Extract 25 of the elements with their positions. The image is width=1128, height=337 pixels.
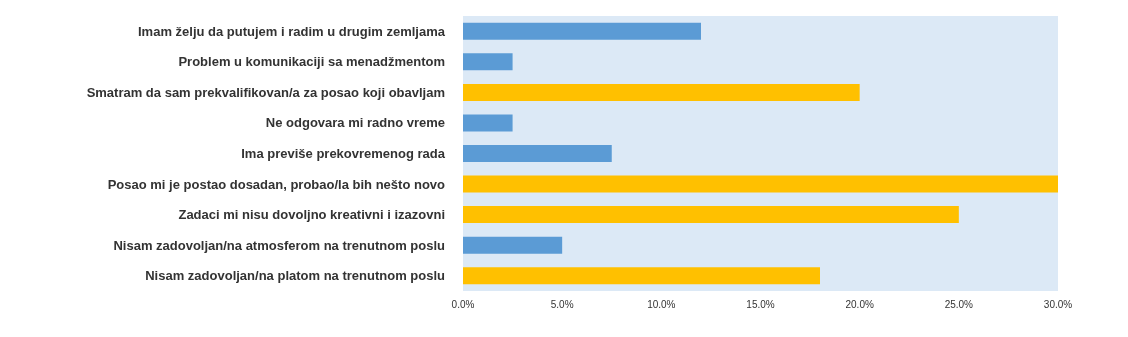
bar	[463, 53, 513, 71]
y-tick-label: Zadaci mi nisu dovoljno kreativni i izazovni	[178, 207, 445, 223]
y-tick-label: Imam želju da putujem i radim u drugim zemljama	[137, 23, 446, 39]
bar	[463, 83, 860, 101]
bar	[463, 236, 563, 254]
bar	[463, 114, 513, 132]
y-tick-label: Smatram da sam prekvalifikovan/a za posao koji obavljam	[86, 84, 445, 100]
y-tick-label: Nisam zadovoljan/na platom na trenutnom poslu	[145, 268, 446, 284]
bar	[463, 145, 612, 162]
y-tick-label: Problem u komunikaciji sa menadžmentom	[178, 54, 445, 70]
x-tick-label: 10.0%	[647, 298, 676, 310]
y-tick-label: Posao mi je postao dosadan, probao/la bih nešto novo	[107, 176, 446, 192]
x-tick-label: 25.0%	[944, 298, 974, 310]
x-tick-label: 5.0%	[550, 298, 574, 310]
y-tick-label: Ima previše prekovremenog rada	[241, 146, 446, 161]
x-tick-label: 20.0%	[845, 298, 874, 310]
x-tick-label: 30.0%	[1043, 298, 1073, 310]
y-tick-label: Ne odgovara mi radno vreme	[265, 115, 445, 131]
x-tick-label: 0.0%	[451, 298, 475, 310]
bar	[463, 22, 701, 40]
x-tick-label: 15.0%	[746, 298, 775, 310]
y-tick-label: Nisam zadovoljan/na atmosferom na trenutnom poslu	[113, 237, 446, 253]
bar	[463, 175, 1058, 193]
bar	[463, 267, 820, 285]
bar	[463, 206, 959, 224]
